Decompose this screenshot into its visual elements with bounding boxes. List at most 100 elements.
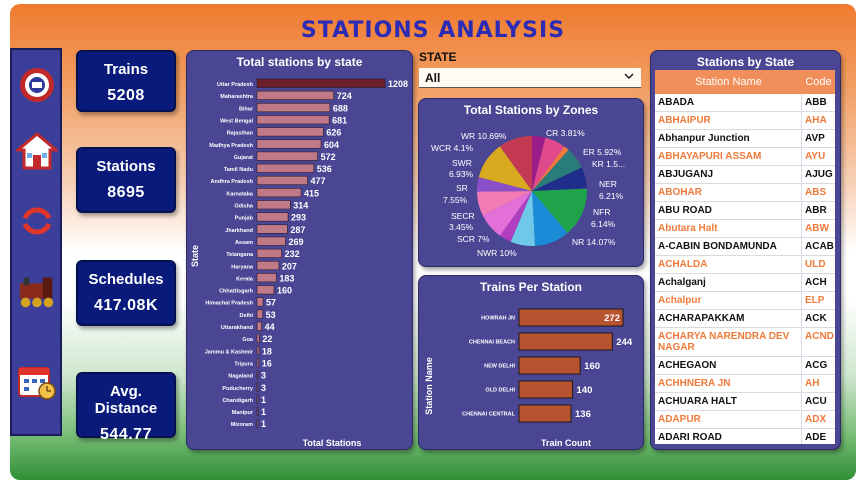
bar[interactable] — [256, 406, 259, 416]
state-filter-dropdown[interactable]: All — [419, 68, 641, 88]
stations-label: Stations — [96, 158, 156, 175]
tick-label: Karnataka — [226, 191, 254, 197]
sidebar — [10, 48, 62, 436]
data-label: 272 — [604, 313, 620, 324]
table-row[interactable]: ACHARYA NARENDRA DEV NAGAR ACND — [655, 328, 835, 357]
pie-slice[interactable] — [499, 136, 532, 191]
bar[interactable] — [256, 224, 288, 234]
table-row[interactable]: ADAPUR ADX — [655, 411, 835, 429]
calendar-icon[interactable] — [16, 360, 58, 402]
bar[interactable] — [256, 175, 308, 185]
station-name-cell: ABADA — [655, 94, 802, 111]
bar[interactable] — [256, 78, 386, 88]
station-code-cell: AVP — [805, 133, 825, 144]
pie-slice[interactable] — [477, 191, 532, 216]
table-row[interactable]: Abhanpur Junction AVP — [655, 130, 835, 148]
bar[interactable] — [256, 358, 259, 368]
pie-slice[interactable] — [532, 149, 582, 191]
zones-pie-panel: Total Stations by Zones WR 10.69% WCR 4.1… — [418, 98, 644, 267]
station-code-cell: ACU — [805, 396, 827, 407]
refresh-icon[interactable] — [16, 200, 58, 242]
table-row[interactable]: ABADA ABB — [655, 94, 835, 112]
bar[interactable] — [518, 332, 613, 351]
stations-by-state-chart: Uttar Pradesh 1208 Maharashtra 724 Bihar 688 W… — [190, 78, 408, 448]
station-code-cell: ADX — [805, 414, 827, 425]
y-axis-label: Station Name — [424, 357, 434, 415]
bar[interactable] — [256, 297, 264, 307]
table-row[interactable]: ACHUARA HALT ACU — [655, 393, 835, 411]
table-row[interactable]: ABOHAR ABS — [655, 184, 835, 202]
bar[interactable] — [518, 308, 624, 327]
tick-label: Rajasthan — [227, 131, 254, 137]
pie-slice[interactable] — [499, 191, 532, 242]
bar[interactable] — [256, 188, 302, 198]
station-code-cell: ELP — [805, 295, 825, 306]
bar[interactable] — [256, 163, 315, 173]
bar[interactable] — [256, 212, 289, 222]
bar[interactable] — [256, 260, 280, 271]
bar[interactable] — [256, 345, 260, 356]
bar[interactable] — [256, 151, 318, 161]
station-name-cell: Achalpur — [655, 292, 802, 309]
train-icon[interactable] — [16, 270, 58, 312]
bar[interactable] — [256, 370, 259, 380]
table-row[interactable]: ABU ROAD ABR — [655, 202, 835, 220]
column-code[interactable]: Code — [805, 76, 832, 88]
bar[interactable] — [256, 418, 259, 429]
pie-slice[interactable] — [477, 177, 532, 192]
bar[interactable] — [256, 321, 262, 331]
table-row[interactable]: ACHHNERA JN AH — [655, 375, 835, 393]
bar[interactable] — [256, 382, 259, 392]
table-row[interactable]: Achalpur ELP — [655, 292, 835, 310]
stations-card: Stations 8695 — [76, 147, 176, 213]
station-name-cell: ADARI ROAD — [655, 429, 802, 444]
bar[interactable] — [518, 380, 574, 399]
table-row[interactable]: ABJUGANJ AJUG — [655, 166, 835, 184]
pie-slice[interactable] — [532, 137, 565, 191]
home-icon[interactable] — [16, 130, 58, 172]
slice-label: SWR — [452, 158, 472, 168]
table-row[interactable]: Abutara Halt ABW — [655, 220, 835, 238]
table-row[interactable]: ABHAIPUR AHA — [655, 112, 835, 130]
pie-slice[interactable] — [510, 191, 536, 246]
column-station-name[interactable]: Station Name — [695, 76, 762, 88]
pie-slice[interactable] — [532, 136, 546, 191]
pie-slice[interactable] — [482, 191, 532, 236]
chevron-down-icon[interactable] — [623, 70, 635, 85]
railway-logo-icon[interactable] — [16, 64, 58, 106]
bar[interactable] — [256, 394, 259, 404]
pie-slice[interactable] — [532, 167, 587, 191]
tick-label: Haryana — [231, 264, 254, 270]
bar[interactable] — [518, 356, 581, 375]
table-row[interactable]: Achalganj ACH — [655, 274, 835, 292]
bar[interactable] — [256, 333, 260, 343]
bar[interactable] — [256, 90, 335, 100]
bar[interactable] — [256, 115, 330, 125]
bar[interactable] — [256, 236, 286, 246]
table-row[interactable]: ACHALDA ULD — [655, 256, 835, 274]
bar[interactable] — [256, 248, 282, 258]
bar[interactable] — [518, 404, 572, 423]
table-row[interactable]: ACHARAPAKKAM ACK — [655, 310, 835, 328]
table-row[interactable]: ACHEGAON ACG — [655, 357, 835, 375]
slice-label: SCR 7% — [457, 234, 490, 244]
bar[interactable] — [256, 200, 291, 210]
bar[interactable] — [256, 139, 322, 149]
pie-slice[interactable] — [532, 191, 568, 246]
data-label: 44 — [265, 322, 275, 332]
bar[interactable] — [256, 285, 275, 295]
bar[interactable] — [256, 273, 277, 283]
tick-label: Jharkhand — [225, 228, 253, 234]
tick-label: Tamil Nadu — [224, 167, 253, 173]
bar[interactable] — [256, 309, 263, 319]
bar[interactable] — [256, 102, 331, 113]
pie-slice[interactable] — [532, 188, 587, 233]
tick-label: Maharashtra — [220, 94, 254, 100]
bar[interactable] — [256, 127, 324, 137]
table-row[interactable]: ABHAYAPURI ASSAM AYU — [655, 148, 835, 166]
pie-slice[interactable] — [478, 146, 532, 191]
table-row[interactable]: ADARI ROAD ADE — [655, 429, 835, 444]
pie-slice[interactable] — [532, 146, 569, 191]
table-row[interactable]: A-CABIN BONDAMUNDA ACAB — [655, 238, 835, 256]
avg-distance-card: Avg. Distance 544.77 — [76, 372, 176, 443]
